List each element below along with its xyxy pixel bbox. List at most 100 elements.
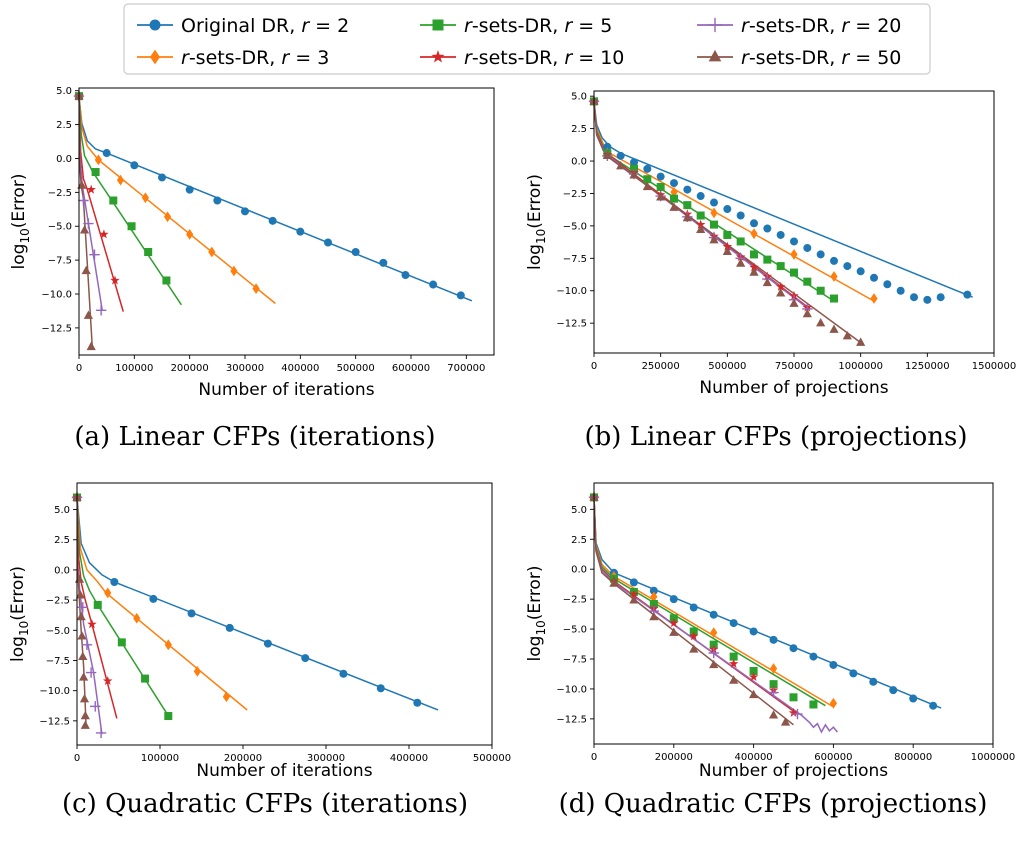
legend-entry-r2: Original DR, r = 2 [137, 15, 349, 37]
y-tick-label: 5.0 [56, 86, 72, 97]
x-axis-label: Number of iterations [198, 380, 374, 400]
legend-equals: = [849, 47, 877, 69]
point-r5 [769, 680, 778, 689]
x-tick-label: 300000 [226, 363, 264, 374]
x-tick-label: 200000 [224, 753, 262, 764]
point-r5 [729, 652, 738, 661]
point-r2 [763, 224, 772, 233]
point-r3 [790, 249, 798, 260]
point-r50 [75, 590, 85, 599]
point-r3 [141, 192, 149, 204]
x-tick-label: 400000 [390, 753, 428, 764]
point-r3 [710, 627, 718, 639]
point-r2 [643, 164, 652, 173]
point-r5 [803, 277, 812, 286]
y-tick-label: 2.5 [56, 120, 72, 131]
point-r5 [749, 666, 758, 675]
legend-r-symbol: r [464, 15, 473, 37]
point-r2 [669, 595, 678, 604]
y-tick-label: −12.5 [41, 323, 72, 334]
point-r50 [609, 578, 619, 587]
point-r2 [603, 142, 612, 151]
x-tick-label: 500000 [337, 363, 375, 374]
point-r20 [708, 647, 719, 659]
point-r50 [79, 225, 90, 234]
point-r5 [117, 638, 126, 647]
y-tick-label: 2.5 [571, 124, 587, 135]
x-tick-label: 100000 [141, 753, 179, 764]
y-tick-label: −5.0 [48, 222, 72, 233]
point-r50 [656, 192, 666, 201]
point-r2 [301, 654, 310, 663]
legend-equals: = [572, 15, 600, 37]
point-r50 [81, 265, 91, 275]
y-tick-label: −5.0 [563, 221, 587, 232]
series-line-r3 [594, 497, 834, 708]
panel-caption: (c) Quadratic CFPs (iterations) [62, 789, 468, 819]
point-r20 [89, 249, 100, 260]
point-r50 [842, 330, 852, 340]
point-r50 [780, 717, 791, 726]
y-tick-label: 5.0 [54, 505, 70, 516]
series-line-r5 [77, 497, 171, 719]
legend-r-symbol: r [741, 15, 750, 37]
legend-equals: = [849, 15, 877, 37]
point-r50 [802, 308, 812, 318]
legend-entry-r10: r-sets-DR, r = 10 [420, 47, 624, 69]
point-r2 [723, 205, 732, 214]
point-r2 [709, 610, 718, 619]
point-r2 [883, 280, 892, 289]
point-r10 [86, 184, 96, 194]
point-r10 [788, 707, 799, 717]
point-r20 [78, 195, 89, 206]
point-r2 [909, 694, 918, 703]
legend-r-symbol: r [741, 47, 750, 69]
point-r2 [696, 192, 705, 201]
y-tick-label: −7.5 [563, 654, 587, 665]
panel-c-quadratic-iterations: 0 100000 200000 300000 400000 500000 5.0 2.5 0.0… [8, 482, 511, 819]
series-line-r2 [77, 497, 439, 711]
y-axis-label: log10(Error) [525, 566, 548, 662]
y-tick-label: −7.5 [563, 254, 587, 265]
point-r50 [79, 693, 90, 703]
y-tick-label: −10.0 [556, 286, 587, 297]
point-r50 [669, 627, 679, 636]
legend-label: r-sets-DR, r = 5 [464, 15, 612, 37]
point-r2 [829, 660, 838, 669]
point-r2 [843, 262, 852, 271]
point-r50 [729, 675, 739, 684]
point-r3 [769, 663, 778, 674]
legend-r-symbol: r [281, 47, 290, 69]
y-tick-label: −10.0 [556, 684, 587, 695]
y-tick-label: 0.0 [571, 157, 587, 168]
point-r3 [208, 246, 216, 258]
point-r5 [164, 712, 173, 721]
x-tick-label: 1000000 [838, 361, 883, 372]
legend-r-value: 10 [600, 47, 624, 69]
point-r50 [80, 710, 90, 720]
point-r50 [776, 288, 786, 297]
point-r20 [85, 667, 97, 678]
point-r50 [749, 267, 759, 276]
point-r50 [78, 651, 88, 661]
point-r10 [87, 619, 97, 629]
series-line-r3 [77, 497, 248, 711]
legend-marker-square [432, 19, 444, 31]
point-r2 [936, 293, 945, 302]
point-r20 [77, 602, 89, 613]
legend-marker-star [431, 50, 445, 63]
series-line-r5 [594, 497, 826, 707]
series-line-r5 [79, 96, 182, 306]
plot-area [77, 497, 439, 735]
point-r50 [669, 202, 679, 211]
legend-label-text: -sets-DR, [472, 47, 565, 69]
point-r2 [616, 151, 625, 160]
point-r10 [669, 618, 679, 628]
panel-b-linear-projections: 0 250000 500000 750000 1000000 1250000 1500000… [525, 90, 1016, 452]
point-r50 [709, 659, 719, 669]
point-r2 [263, 639, 272, 648]
point-r2 [910, 293, 918, 302]
x-tick-label: 1250000 [905, 361, 950, 372]
point-r2 [158, 173, 166, 182]
